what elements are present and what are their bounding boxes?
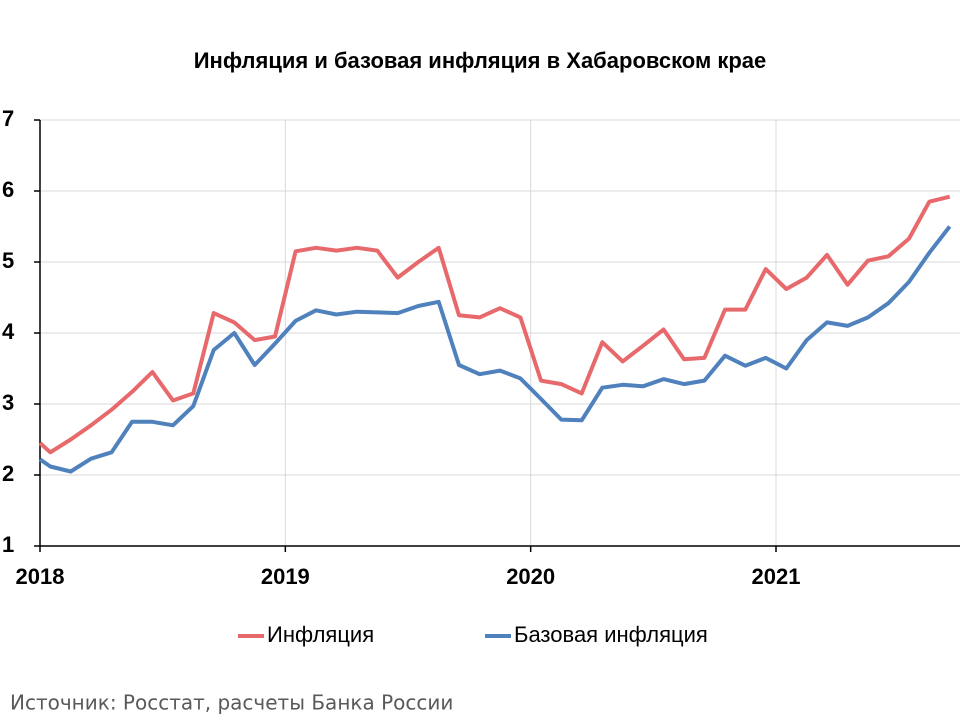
y-tick-label: 4 — [2, 319, 15, 344]
y-tick-label: 5 — [2, 248, 14, 273]
y-tick-label: 1 — [2, 532, 14, 557]
x-tick-label: 2019 — [261, 564, 310, 589]
x-tick-label: 2020 — [506, 564, 555, 589]
x-tick-label: 2021 — [752, 564, 801, 589]
legend-label: Инфляция — [267, 622, 374, 647]
line-series — [38, 194, 951, 455]
line-series — [38, 225, 952, 474]
y-tick-label: 6 — [2, 177, 14, 202]
source-note: Источник: Росстат, расчеты Банка России — [10, 691, 453, 715]
chart-title: Инфляция и базовая инфляция в Хабаровско… — [194, 48, 767, 73]
y-tick-label: 2 — [2, 461, 14, 486]
legend-label: Базовая инфляция — [514, 622, 708, 647]
y-tick-label: 7 — [2, 106, 14, 131]
x-tick-label: 2018 — [16, 564, 65, 589]
y-tick-label: 3 — [2, 390, 14, 415]
